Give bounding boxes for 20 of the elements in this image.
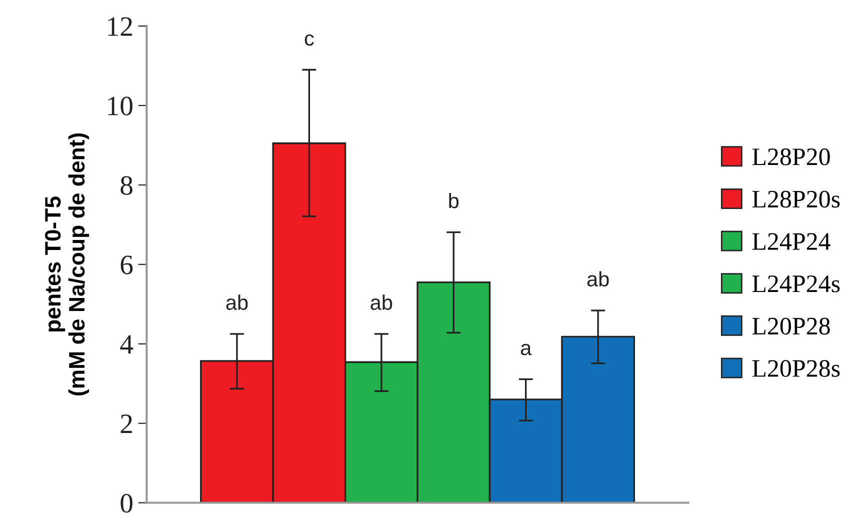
legend-label: L28P20 bbox=[752, 148, 830, 166]
legend-label: L28P20s bbox=[752, 190, 840, 208]
legend-label: L24P24s bbox=[752, 275, 840, 292]
legend-label: L24P24 bbox=[752, 233, 830, 250]
y-tick-label: 8 bbox=[120, 176, 132, 195]
annotation: ab bbox=[370, 294, 392, 310]
annotation: c bbox=[304, 34, 314, 46]
annotation: ab bbox=[587, 271, 609, 287]
annotation: a bbox=[520, 344, 532, 356]
y-axis-title: pentes T0-T5 (mM de Na/coup de dent) bbox=[44, 133, 90, 396]
legend-label: L20P28 bbox=[752, 318, 830, 335]
y-tick-label: 10 bbox=[108, 96, 132, 116]
y-tick-label: 12 bbox=[108, 17, 132, 36]
y-tick-label: 6 bbox=[120, 256, 133, 274]
legend-label: L20P28s bbox=[752, 360, 840, 377]
annotation: b bbox=[449, 192, 459, 208]
y-tick-label: 0 bbox=[120, 494, 132, 513]
annotation: ab bbox=[226, 294, 248, 310]
y-tick-label: 2 bbox=[120, 414, 132, 433]
y-tick-label: 4 bbox=[120, 335, 134, 354]
